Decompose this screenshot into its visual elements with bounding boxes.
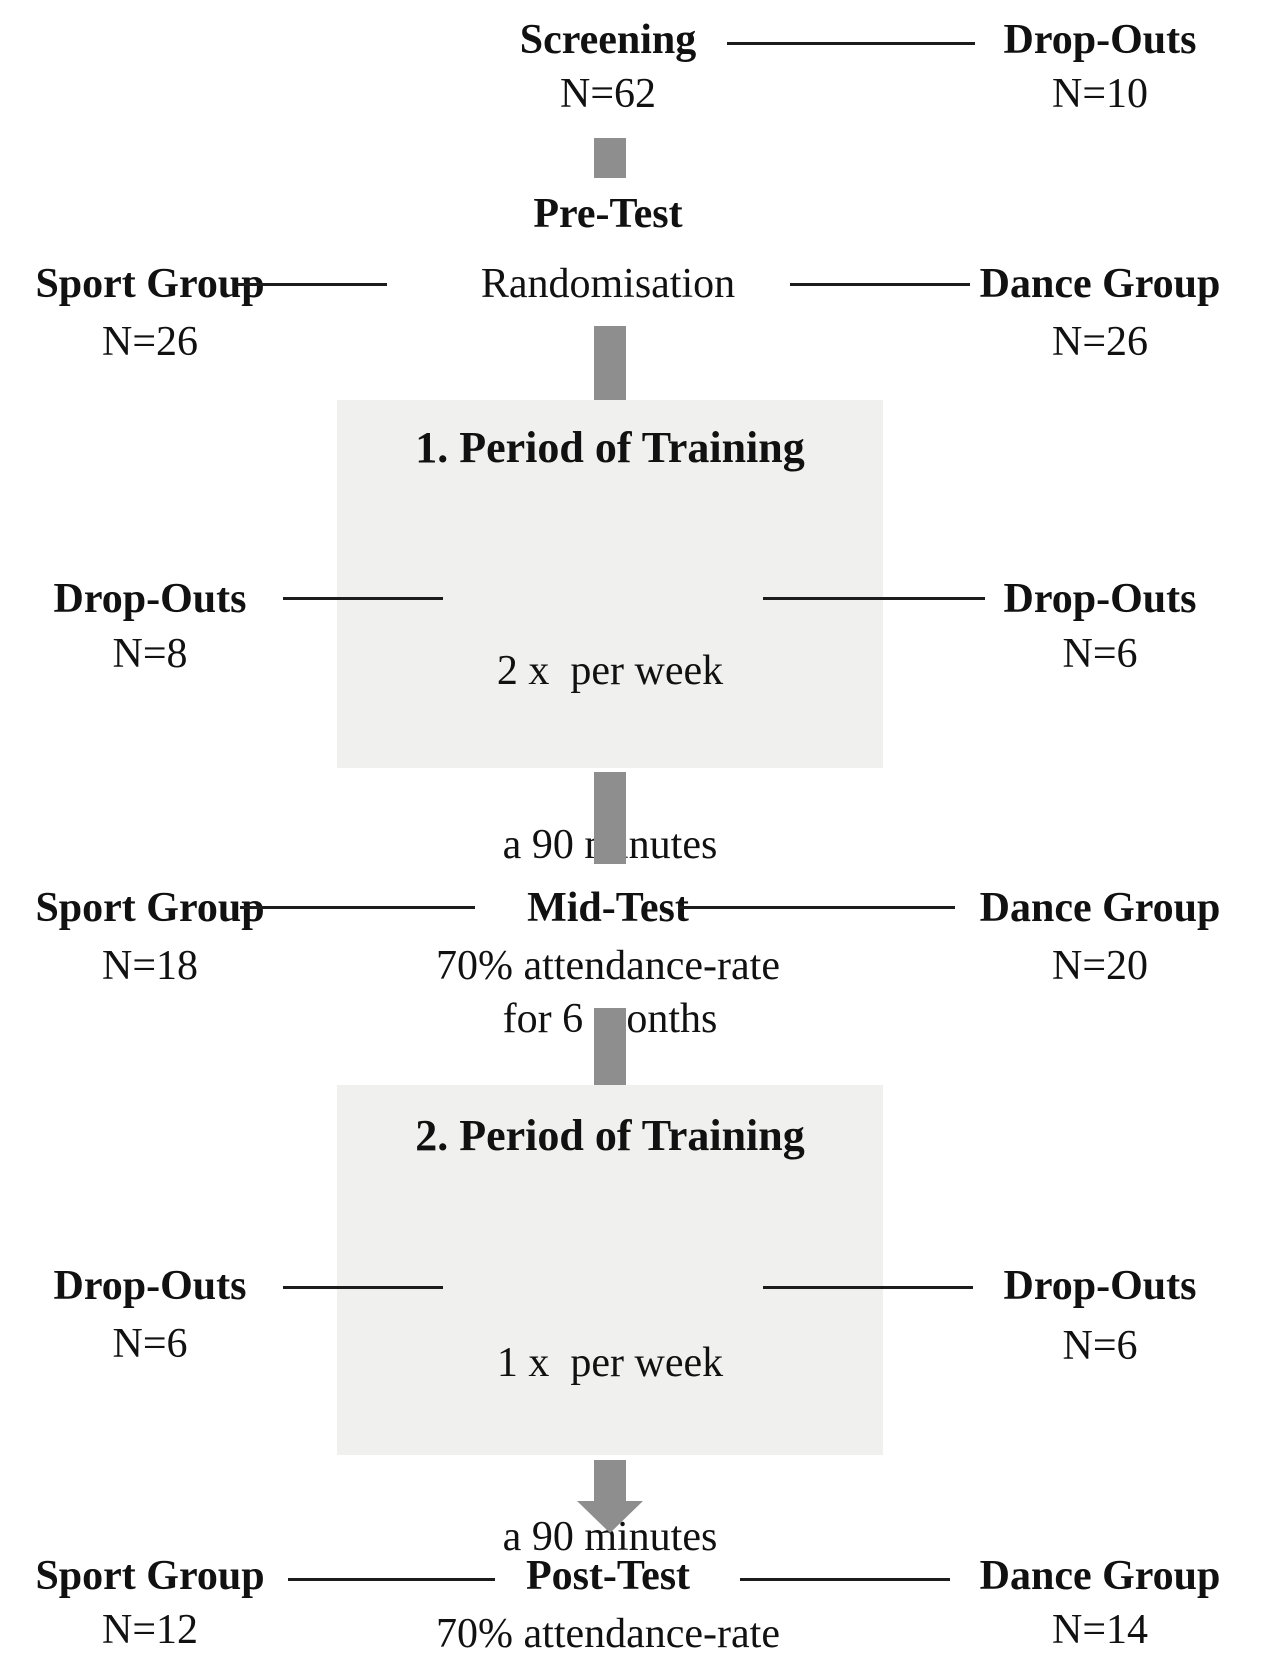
dropouts-p1-right-label: Drop-Outs <box>1003 576 1197 622</box>
sport-group-mid-n: N=18 <box>101 943 199 989</box>
connector-line <box>790 283 970 286</box>
connector-line <box>240 906 475 909</box>
dance-group-post-n: N=14 <box>1051 1607 1149 1653</box>
dropouts-p1-left-n: N=8 <box>112 631 188 677</box>
pretest-label: Pre-Test <box>533 191 683 237</box>
sport-group-post-n: N=12 <box>101 1607 199 1653</box>
period2-line-duration: a 90 minutes <box>502 1514 718 1560</box>
connector-line <box>680 906 955 909</box>
screening-dropouts-label: Drop-Outs <box>1003 17 1197 63</box>
connector-line <box>727 42 975 45</box>
dropouts-p2-left-label: Drop-Outs <box>53 1263 247 1309</box>
down-arrow-connector <box>594 138 626 178</box>
screening-n: N=62 <box>559 71 657 117</box>
sport-group-pre-n: N=26 <box>101 319 199 365</box>
dropouts-p1-right-n: N=6 <box>1062 631 1138 677</box>
connector-line <box>283 1286 443 1289</box>
period2-details: 1 x per week a 90 minutes for 12 months <box>337 1218 883 1670</box>
screening-label: Screening <box>519 17 697 63</box>
connector-line <box>237 283 387 286</box>
connector-line <box>763 597 985 600</box>
down-arrowhead-icon <box>577 1501 643 1533</box>
screening-dropouts-n: N=10 <box>1051 71 1149 117</box>
period1-title: 1. Period of Training <box>415 423 805 472</box>
dropouts-p2-right-label: Drop-Outs <box>1003 1263 1197 1309</box>
period2-box: 2. Period of Training 1 x per week a 90 … <box>337 1085 883 1560</box>
period1-line-frequency: 2 x per week <box>496 648 724 694</box>
sport-group-post-label: Sport Group <box>35 1553 265 1599</box>
period2-line-frequency: 1 x per week <box>496 1340 724 1386</box>
down-arrow-shaft <box>594 1460 626 1502</box>
dance-group-pre-label: Dance Group <box>979 261 1221 307</box>
posttest-attendance: 70% attendance-rate <box>436 1611 780 1657</box>
posttest-label: Post-Test <box>525 1553 691 1599</box>
midtest-label: Mid-Test <box>527 885 689 931</box>
connector-line <box>740 1578 950 1581</box>
down-arrow-connector <box>594 326 626 400</box>
dropouts-p1-left-label: Drop-Outs <box>53 576 247 622</box>
dropouts-p2-left-n: N=6 <box>112 1321 188 1367</box>
sport-group-mid-label: Sport Group <box>35 885 265 931</box>
dance-group-post-label: Dance Group <box>979 1553 1221 1599</box>
connector-line <box>763 1286 973 1289</box>
connector-line <box>283 597 443 600</box>
dance-group-mid-label: Dance Group <box>979 885 1221 931</box>
dance-group-mid-n: N=20 <box>1051 943 1149 989</box>
down-arrow-connector <box>594 772 626 864</box>
dropouts-p2-right-n: N=6 <box>1062 1323 1138 1369</box>
period1-box: 1. Period of Training 2 x per week a 90 … <box>337 400 883 1042</box>
dance-group-pre-n: N=26 <box>1051 319 1149 365</box>
midtest-attendance: 70% attendance-rate <box>436 943 780 989</box>
down-arrow-connector <box>594 1008 626 1085</box>
randomisation-label: Randomisation <box>480 261 736 307</box>
period2-title: 2. Period of Training <box>415 1111 805 1160</box>
connector-line <box>288 1578 495 1581</box>
